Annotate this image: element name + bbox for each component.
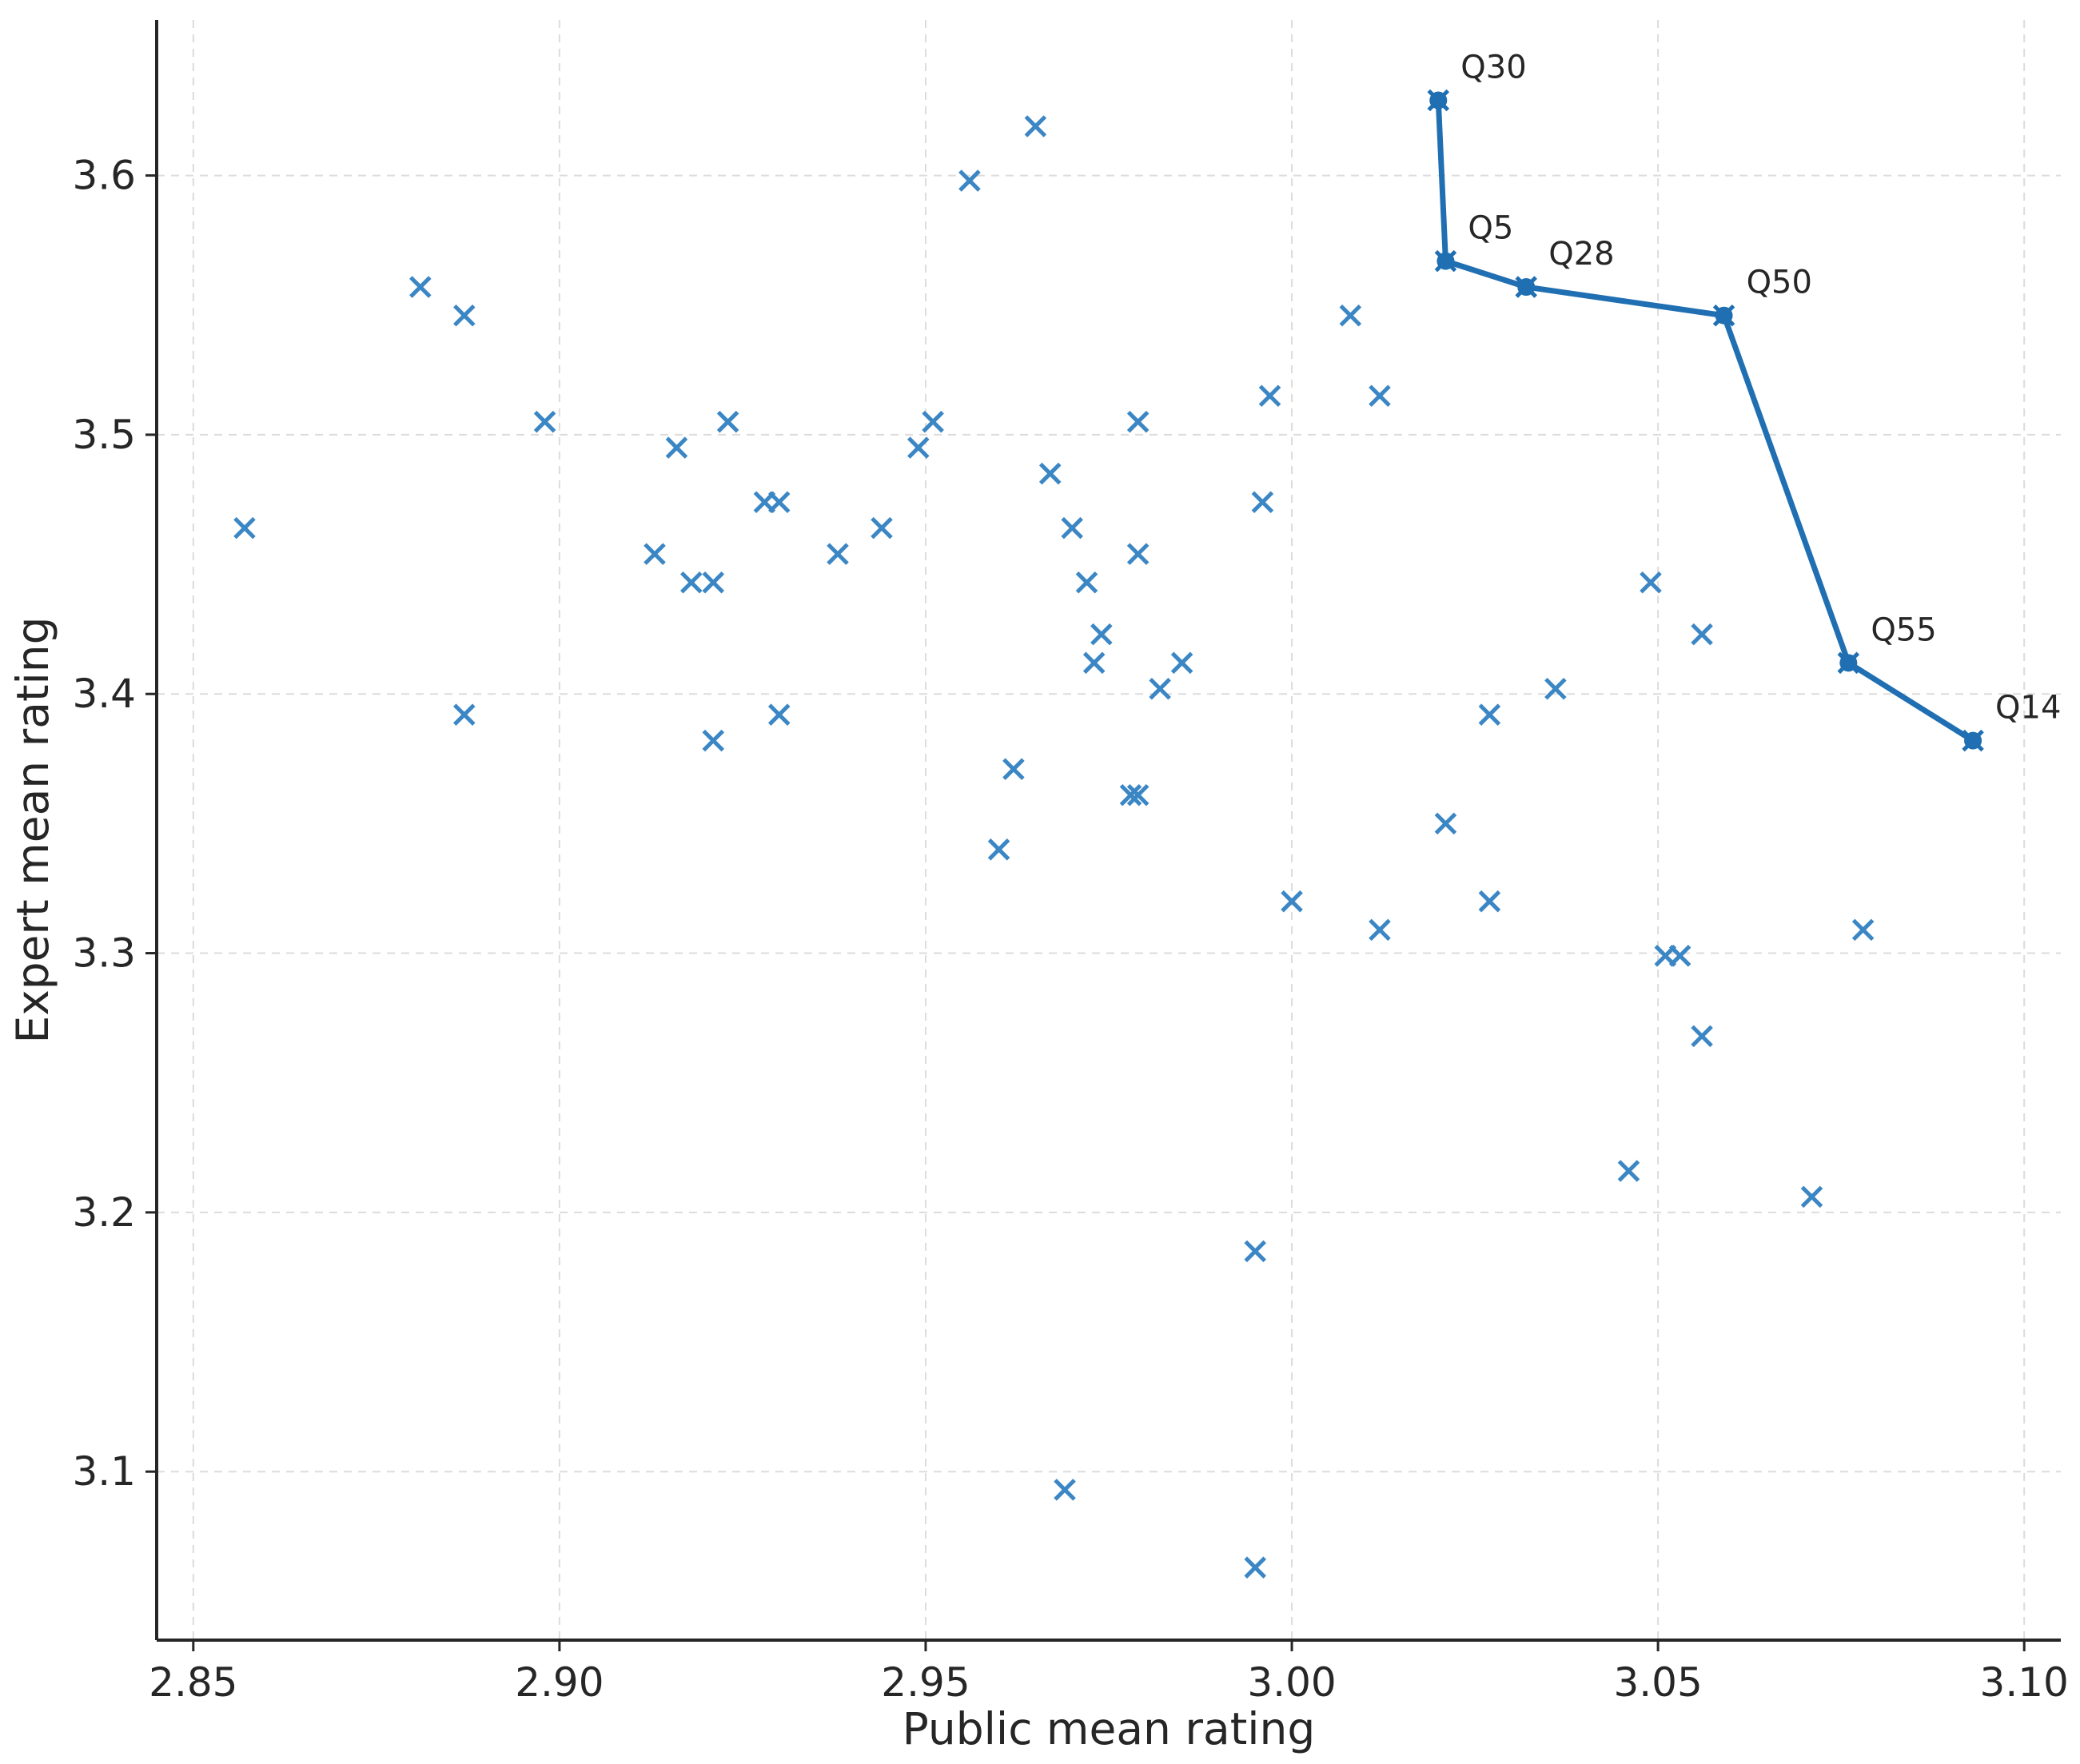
data-point xyxy=(1369,918,1391,942)
y-tick-label: 3.3 xyxy=(72,930,136,977)
frontier-point-label: Q55 xyxy=(1871,611,1936,648)
data-point xyxy=(644,543,666,565)
grid xyxy=(157,20,2061,1640)
data-point xyxy=(1082,651,1106,675)
data-point xyxy=(1544,677,1567,700)
data-point xyxy=(1478,890,1501,913)
data-point xyxy=(827,543,849,565)
data-point xyxy=(767,491,791,514)
data-point xyxy=(1126,543,1150,565)
data-point xyxy=(1244,1556,1266,1579)
data-point xyxy=(1691,1025,1713,1048)
y-tick-label: 3.2 xyxy=(72,1189,136,1236)
data-point xyxy=(1668,945,1691,967)
x-tick-label: 3.05 xyxy=(1613,1659,1702,1706)
frontier-point xyxy=(1427,89,1450,112)
frontier-point-label: Q28 xyxy=(1548,236,1614,273)
data-point xyxy=(409,276,432,298)
data-point xyxy=(1054,1479,1076,1501)
frontier-point xyxy=(1712,304,1735,327)
x-tick-label: 3.00 xyxy=(1247,1659,1336,1706)
data-point xyxy=(1691,623,1713,646)
data-point xyxy=(958,169,981,192)
data-point xyxy=(1061,516,1083,540)
data-point xyxy=(702,571,725,594)
data-point xyxy=(1126,783,1150,806)
frontier-point-label: Q50 xyxy=(1747,265,1812,301)
scatter-points xyxy=(233,115,1875,1579)
frontier-point-label: Q5 xyxy=(1468,210,1513,247)
data-point xyxy=(1281,890,1303,913)
x-axis-title: Public mean rating xyxy=(903,1703,1316,1754)
data-point xyxy=(1339,304,1362,327)
data-point xyxy=(1251,491,1274,514)
x-tick-label: 2.90 xyxy=(515,1659,604,1706)
data-point xyxy=(453,703,476,726)
data-point xyxy=(1149,677,1171,700)
x-tick-label: 2.95 xyxy=(881,1659,970,1706)
data-point xyxy=(1851,918,1875,942)
data-point xyxy=(871,516,893,540)
data-point xyxy=(680,571,703,594)
x-tick-label: 3.10 xyxy=(1980,1659,2069,1706)
data-point xyxy=(1119,783,1142,806)
frontier-point xyxy=(1837,651,1860,675)
frontier-point-label: Q14 xyxy=(1995,690,2061,727)
y-tick-label: 3.6 xyxy=(72,153,136,199)
data-point xyxy=(987,838,1010,861)
data-point xyxy=(1800,1185,1823,1209)
data-point xyxy=(1244,1240,1266,1263)
data-point xyxy=(1434,812,1457,835)
data-point xyxy=(1170,651,1193,675)
y-tick-label: 3.1 xyxy=(72,1448,136,1495)
data-point xyxy=(1617,1160,1640,1182)
frontier-point xyxy=(1434,249,1457,273)
data-point xyxy=(702,729,725,752)
data-point xyxy=(1640,571,1662,594)
data-point xyxy=(233,516,256,540)
data-point xyxy=(1024,115,1047,137)
data-point xyxy=(1002,758,1025,781)
axes xyxy=(155,20,2061,1642)
data-point xyxy=(1090,623,1113,646)
frontier-point xyxy=(1962,729,1984,752)
data-point xyxy=(665,436,688,459)
data-point xyxy=(1258,384,1281,408)
y-tick-label: 3.4 xyxy=(72,671,136,717)
data-point xyxy=(907,436,930,459)
data-point xyxy=(1075,571,1098,594)
y-tick-label: 3.5 xyxy=(72,412,136,458)
data-point xyxy=(1369,384,1391,408)
data-point xyxy=(1126,410,1150,433)
frontier-point-label: Q30 xyxy=(1460,50,1526,86)
data-point xyxy=(922,410,944,433)
ticks: 2.85 2.90 2.95 3.00 3.05 3.10 3.1 3.2 3.3 3.4 3.5 3… xyxy=(72,153,2068,1706)
data-point xyxy=(1478,703,1501,726)
frontier-line xyxy=(1435,100,1974,743)
data-point xyxy=(533,410,556,433)
frontier-point xyxy=(1515,276,1537,298)
data-point xyxy=(767,703,791,726)
data-point xyxy=(453,304,476,327)
data-point xyxy=(1038,462,1062,485)
y-axis-title: Expert mean rating xyxy=(7,616,58,1043)
frontier: Q30 Q5 Q28 Q50 Q55 Q14 xyxy=(1427,50,2061,752)
data-point xyxy=(716,410,739,433)
x-tick-label: 2.85 xyxy=(149,1659,237,1706)
